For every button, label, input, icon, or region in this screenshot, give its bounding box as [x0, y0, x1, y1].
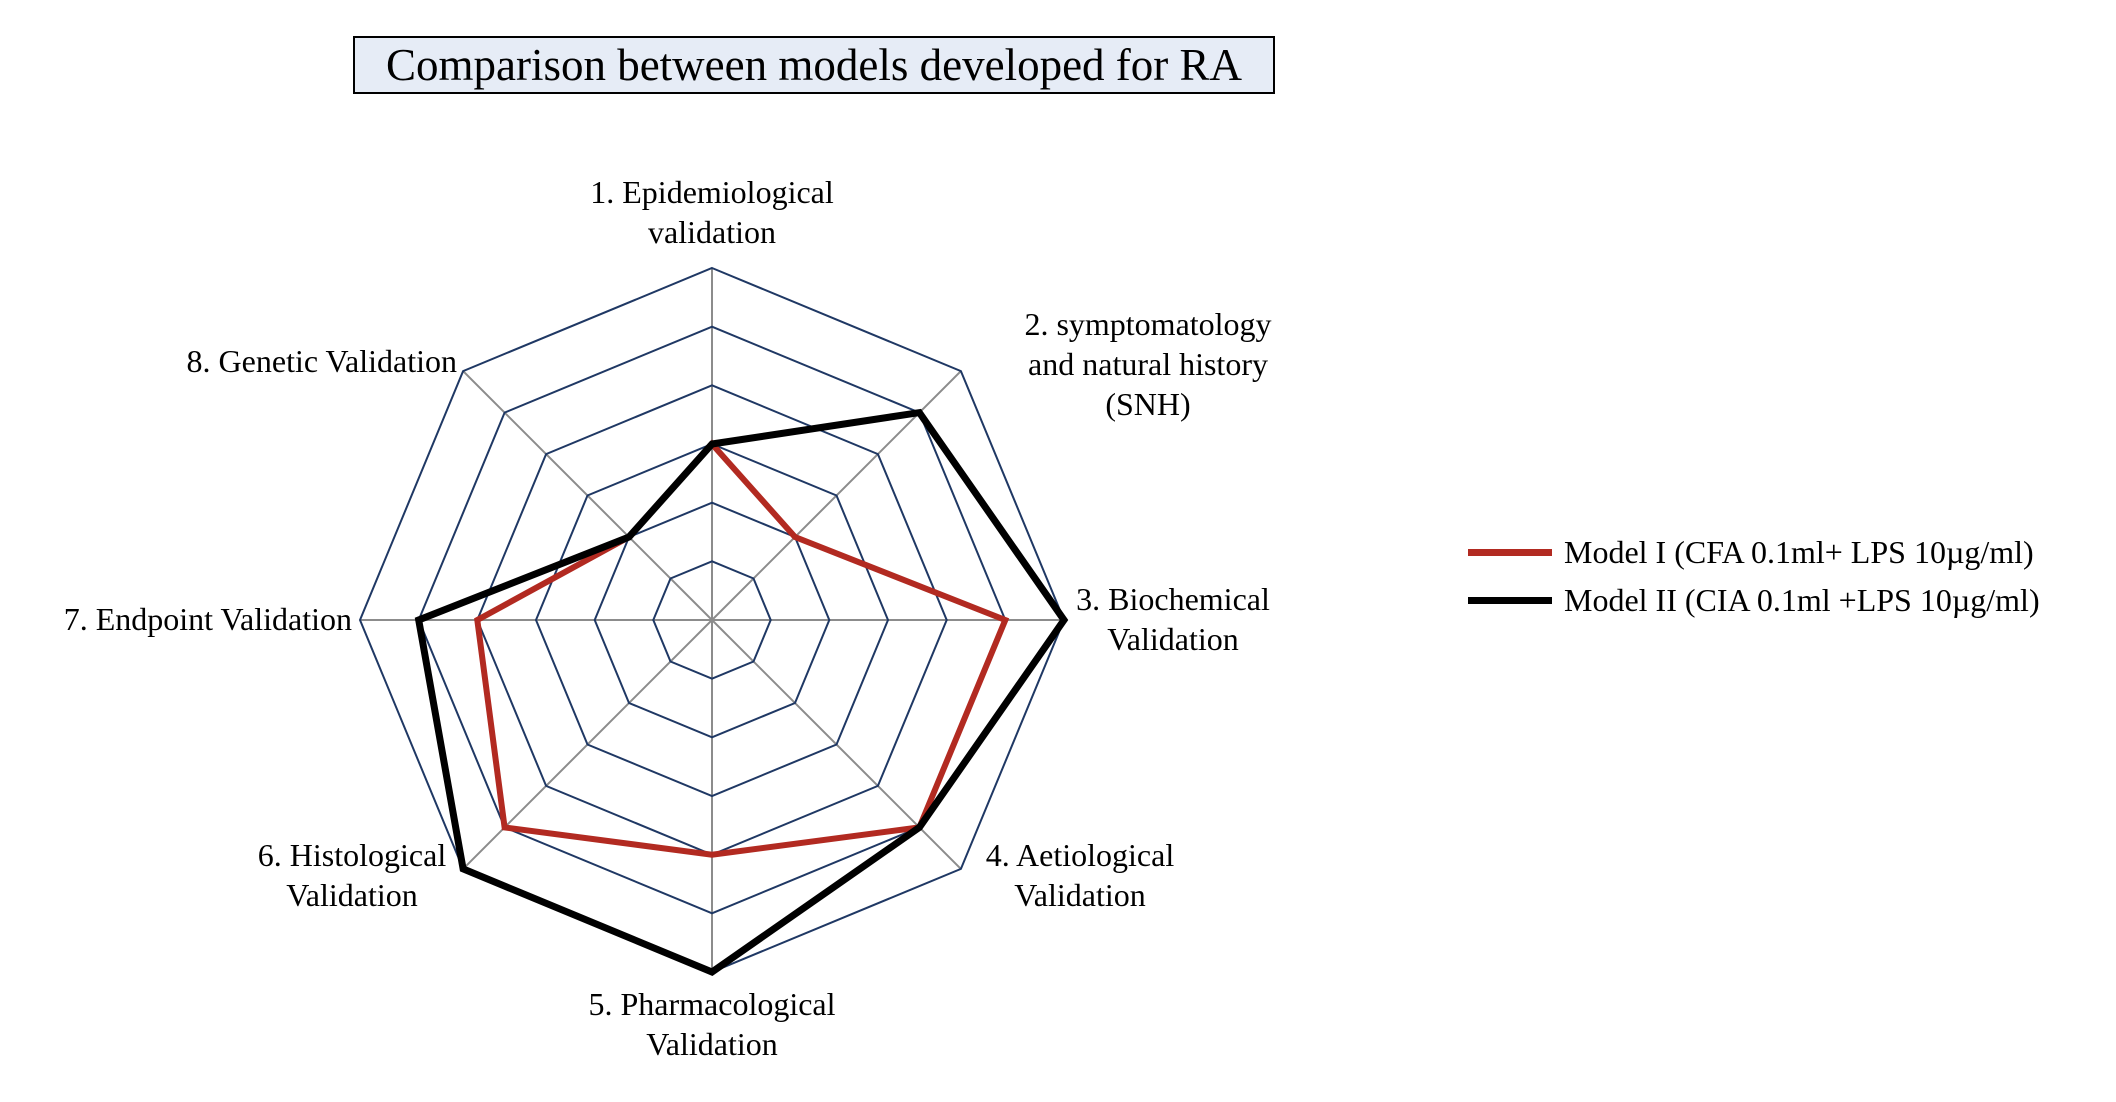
chart-title-text: Comparison between models developed for … — [385, 40, 1243, 90]
legend-swatch-model-ii — [1468, 596, 1552, 604]
axis-label-3-line: Validation — [1107, 621, 1239, 657]
axis-label-8: 8. Genetic Validation — [187, 343, 457, 379]
series-model-i-line — [474, 439, 1010, 858]
axis-label-2-line: and natural history — [1028, 346, 1268, 382]
radar-ring — [593, 501, 831, 739]
axis-label-3-line: 3. Biochemical — [1076, 581, 1270, 617]
axis-label-2-line: (SNH) — [1105, 386, 1190, 422]
axis-label-6-line: Validation — [286, 877, 418, 913]
axis-label-2-line: 2. symptomatology — [1024, 306, 1271, 342]
axis-label-4: 4. Aetiological Validation — [986, 837, 1175, 913]
series-model-ii-line — [414, 408, 1069, 976]
legend-label-model-ii: Model II (CIA 0.1ml +LPS 10µg/ml) — [1564, 581, 2040, 618]
axis-label-5: 5. Pharmacological Validation — [588, 986, 835, 1062]
legend: Model I (CFA 0.1ml+ LPS 10µg/ml) Model I… — [1468, 528, 2040, 624]
axis-label-1-line: 1. Epidemiological — [590, 174, 834, 210]
axis-label-7-line: 7. Endpoint Validation — [64, 601, 352, 637]
axis-label-3: 3. Biochemical Validation — [1076, 581, 1270, 657]
axis-label-4-line: 4. Aetiological — [986, 837, 1175, 873]
radar-ring — [652, 560, 772, 680]
legend-item-model-i: Model I (CFA 0.1ml+ LPS 10µg/ml) — [1468, 528, 2040, 576]
radar-series — [414, 408, 1069, 976]
radar-ring — [534, 442, 890, 798]
axis-label-1: 1. Epidemiological validation — [590, 174, 834, 250]
legend-item-model-ii: Model II (CIA 0.1ml +LPS 10µg/ml) — [1468, 576, 2040, 624]
axis-label-4-line: Validation — [1014, 877, 1146, 913]
chart-title: Comparison between models developed for … — [353, 36, 1275, 94]
legend-label-model-i: Model I (CFA 0.1ml+ LPS 10µg/ml) — [1564, 533, 2034, 570]
axis-label-5-line: 5. Pharmacological — [588, 986, 835, 1022]
axis-label-6: 6. Histological Validation — [258, 837, 447, 913]
axis-label-8-line: 8. Genetic Validation — [187, 343, 457, 379]
radar-axis-labels: 1. Epidemiological validation 2. symptomat… — [64, 174, 1272, 1062]
axis-label-6-line: 6. Histological — [258, 837, 447, 873]
axis-label-5-line: Validation — [646, 1026, 778, 1062]
radar-ring — [417, 325, 1007, 915]
legend-swatch-model-i — [1468, 548, 1552, 556]
axis-label-1-line: validation — [648, 214, 776, 250]
axis-label-7: 7. Endpoint Validation — [64, 601, 352, 637]
axis-label-2: 2. symptomatology and natural history (SNH… — [1024, 306, 1271, 422]
